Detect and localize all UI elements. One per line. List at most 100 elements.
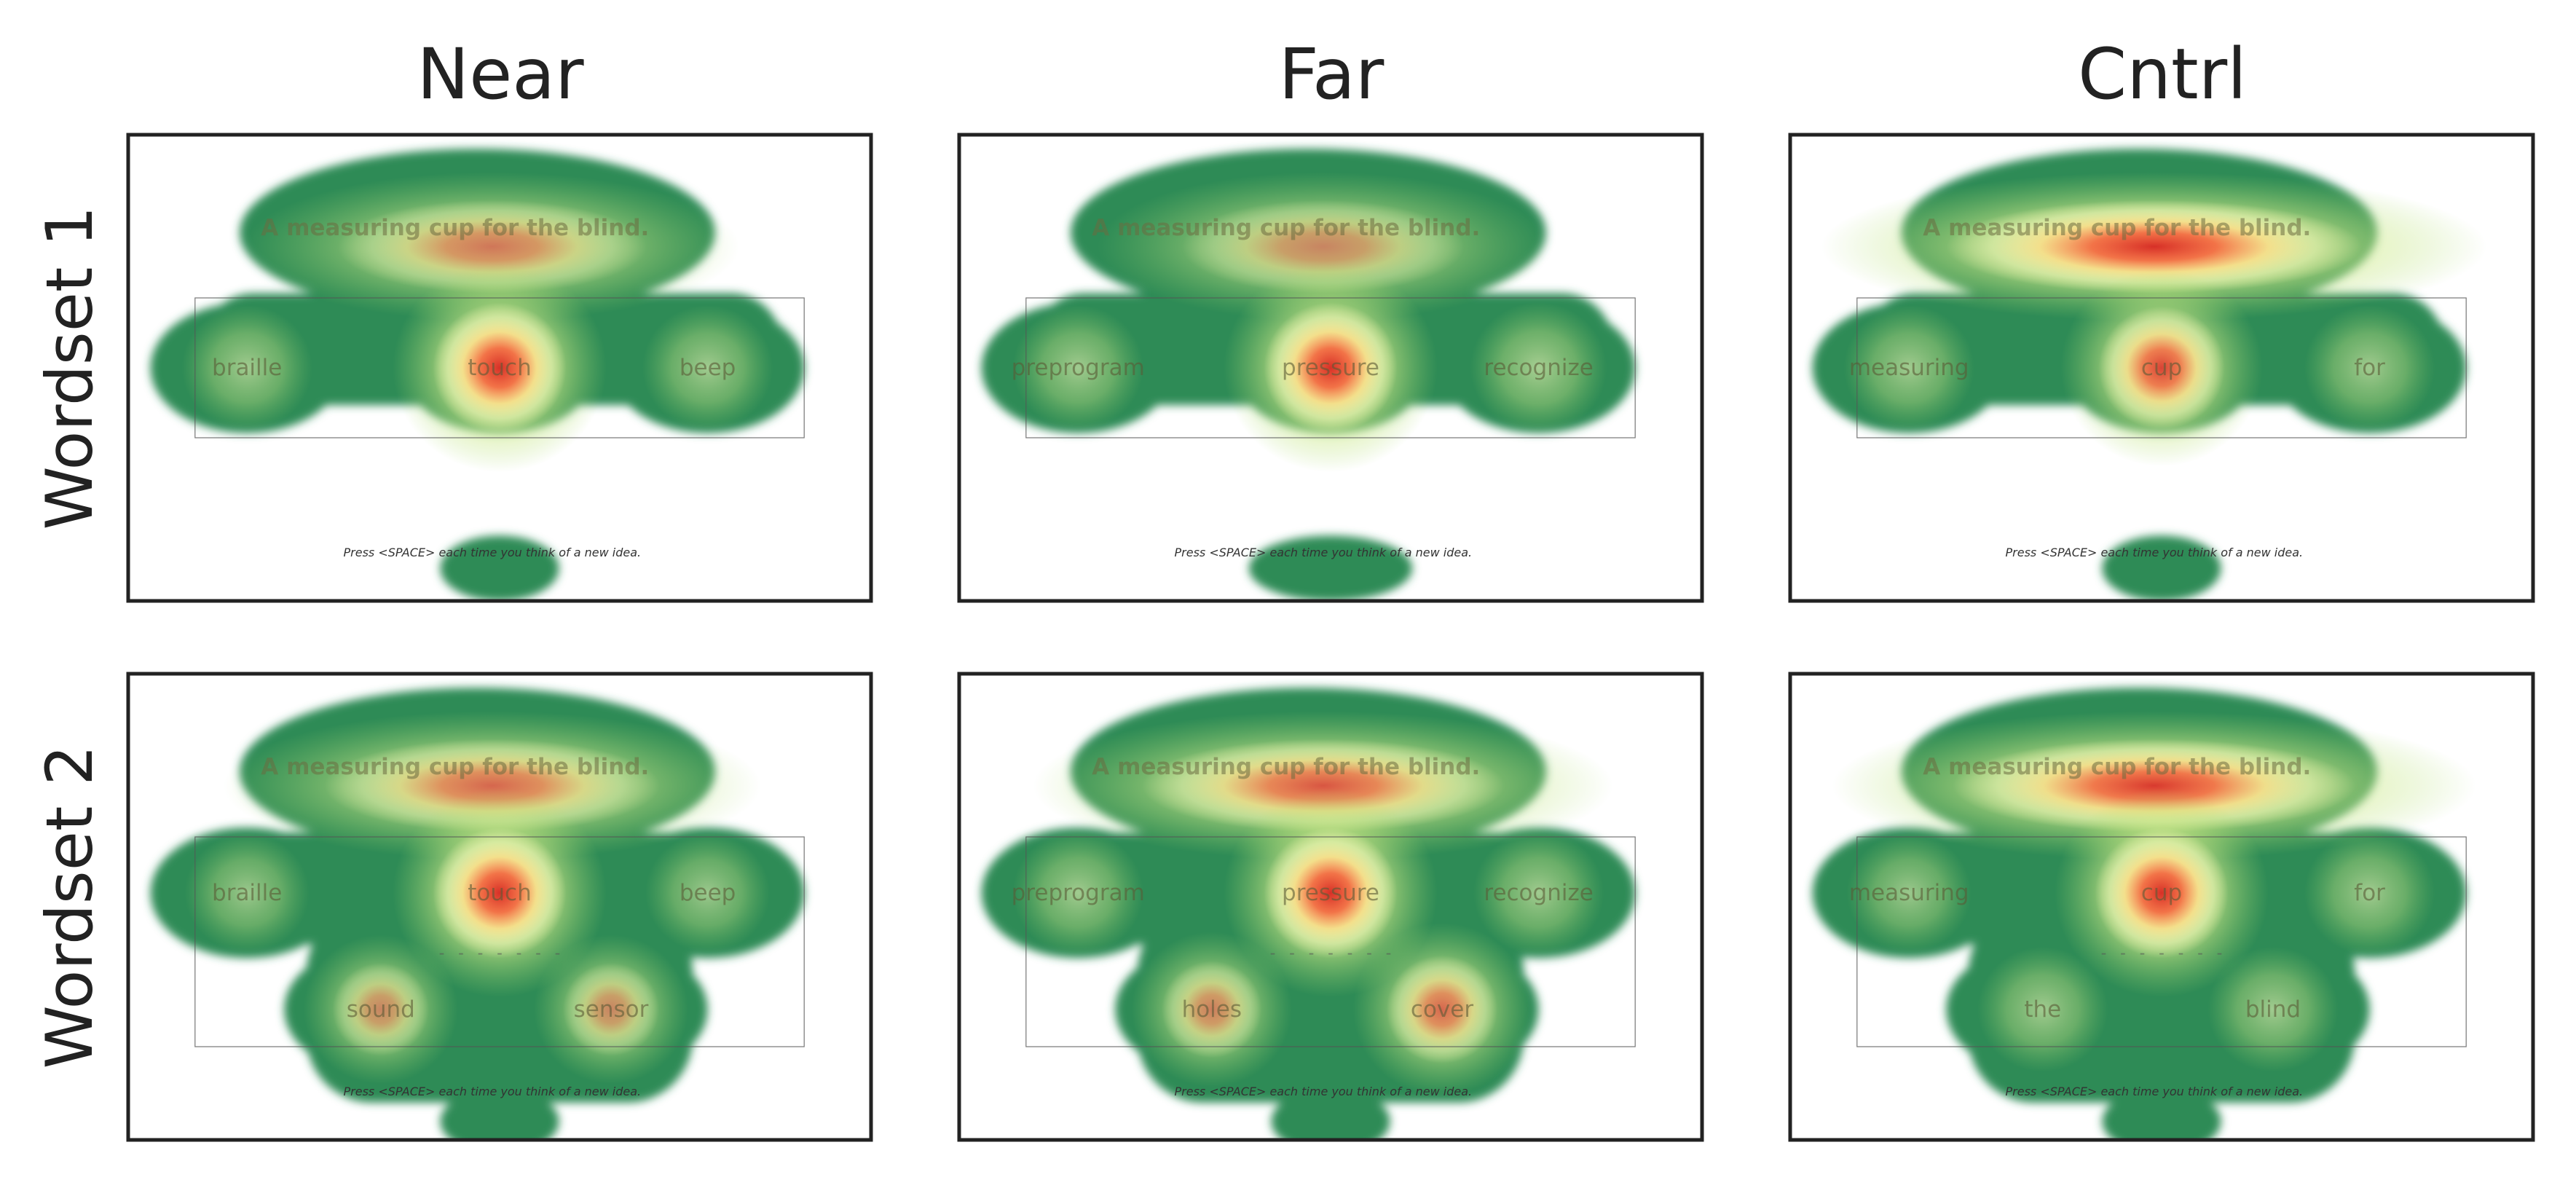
hotspot-glow-blind [2207, 946, 2339, 1072]
word-recognize: recognize [1484, 355, 1593, 381]
column-title-far: Far [1279, 34, 1384, 115]
word-braille: braille [212, 880, 282, 906]
hotspot-a-measuring-cup-for-the-blind [1182, 200, 1465, 294]
hotspot-a-measuring-cup-for-the-blind [337, 200, 647, 294]
word-preprogram: preprogram [1012, 355, 1145, 381]
panel-frame [1788, 672, 2535, 1142]
hotspot-glow-measuring [1846, 833, 1972, 953]
panel-wordset-2-near: A measuring cup for the blind. braille tou… [126, 672, 873, 1142]
word-the: the [2024, 996, 2061, 1023]
heat-blob [1812, 149, 2487, 601]
column-title-cntrl: Cntrl [2078, 34, 2247, 115]
word-cup: cup [2141, 355, 2182, 381]
word-touch: touch [468, 355, 531, 381]
word-region-box [194, 836, 805, 1047]
word-beep: beep [680, 355, 736, 381]
row-title-wordset-2: Wordset 2 [32, 745, 107, 1069]
hotspots [1012, 172, 1607, 473]
instruction-footer: Press <SPACE> each time you think of a n… [1175, 1085, 1473, 1098]
separator-dashes: - - - - - - - [2099, 944, 2224, 962]
hotspot-glow-the [1977, 946, 2108, 1072]
word-cover: cover [1411, 996, 1473, 1023]
word-measuring: measuring [1849, 355, 1969, 381]
column-title-near: Near [417, 34, 584, 115]
separator-dashes: - - - - - - - [437, 944, 562, 962]
panel-wordset-2-cntrl: A measuring cup for the blind. measuring c… [1788, 672, 2535, 1142]
hotspot-touch [433, 302, 567, 433]
heat-blob [981, 688, 1636, 1140]
panel-frame [126, 672, 873, 1142]
word-cup: cup [2141, 880, 2182, 906]
hotspot-glow-for [2304, 830, 2435, 956]
hotspot-holes [1161, 961, 1262, 1058]
word-holes: holes [1182, 996, 1242, 1023]
word-region-box [1856, 836, 2467, 1047]
word-sensor: sensor [574, 996, 649, 1023]
hotspot-glow-recognize [1473, 830, 1604, 956]
instruction-footer: Press <SPACE> each time you think of a n… [2006, 546, 2304, 559]
hotspot-cup [2098, 306, 2225, 430]
panel-frame [957, 133, 1704, 603]
hotspots [181, 172, 773, 473]
heat-blob [981, 149, 1636, 601]
word-pressure: pressure [1282, 355, 1379, 381]
panel-wordset-1-near: A measuring cup for the blind. braille tou… [126, 133, 873, 603]
panel-wordset-1-far: A measuring cup for the blind. preprogram… [957, 133, 1704, 603]
word-for: for [2354, 880, 2385, 906]
panels-layer: A measuring cup for the blind. braille tou… [126, 133, 2535, 1142]
hotspot-a-measuring-cup-for-the-blind [1953, 739, 2356, 833]
hotspot-a-measuring-cup-for-the-blind [324, 739, 661, 833]
hotspots [184, 711, 771, 1085]
stimulus-sentence: A measuring cup for the blind. [1092, 754, 1480, 780]
hotspots [1012, 711, 1614, 1096]
heat-blob [150, 688, 805, 1140]
stimulus-sentence: A measuring cup for the blind. [261, 215, 649, 241]
word-preprogram: preprogram [1012, 880, 1145, 906]
instruction-footer: Press <SPACE> each time you think of a n… [2006, 1085, 2304, 1098]
instruction-footer: Press <SPACE> each time you think of a n… [344, 1085, 642, 1098]
instruction-footer: Press <SPACE> each time you think of a n… [1175, 546, 1473, 559]
word-pressure: pressure [1282, 880, 1379, 906]
hotspot-sensor [562, 962, 660, 1056]
word-beep: beep [680, 880, 736, 906]
hotspot-glow-preprogram [1012, 830, 1143, 956]
separator-dashes: - - - - - - - [1268, 944, 1393, 962]
word-measuring: measuring [1849, 880, 1969, 906]
hotspot-pressure [1264, 302, 1398, 433]
word-for: for [2354, 355, 2385, 381]
hotspot-cup [2095, 827, 2229, 959]
stimulus-sentence: A measuring cup for the blind. [261, 754, 649, 780]
word-recognize: recognize [1484, 880, 1593, 906]
heat-blob [150, 149, 805, 601]
stimulus-sentence: A measuring cup for the blind. [1923, 754, 2311, 780]
row-title-wordset-1: Wordset 1 [32, 206, 107, 530]
hotspot-pressure [1264, 827, 1398, 959]
hotspot-a-measuring-cup-for-the-blind [1946, 200, 2363, 294]
hotspot-glow-beep [642, 304, 773, 431]
hotspot-glow-beep [645, 833, 771, 953]
word-touch: touch [468, 880, 531, 906]
word-region-box [1856, 297, 2467, 438]
word-sound: sound [347, 996, 415, 1023]
panel-wordset-1-cntrl: A measuring cup for the blind. measuring c… [1788, 133, 2535, 603]
hotspot-glow-recognize [1470, 302, 1607, 434]
hotspot-glow-braille [181, 304, 312, 431]
hotspot-glow-measuring [1843, 304, 1974, 431]
hotspot-glow-for [2304, 304, 2435, 431]
word-region-box [1025, 297, 1636, 438]
hotspot-glow-braille [184, 833, 310, 953]
hotspot-glow-preprogram [1012, 304, 1143, 431]
hotspot-cover [1386, 955, 1498, 1064]
panel-frame [1788, 133, 2535, 603]
word-region-box [1025, 836, 1636, 1047]
stimulus-sentence: A measuring cup for the blind. [1923, 215, 2311, 241]
word-region-box [194, 297, 805, 438]
heat-blob [1812, 688, 2477, 1140]
panel-wordset-2-far: A measuring cup for the blind. preprogram… [957, 672, 1704, 1142]
instruction-footer: Press <SPACE> each time you think of a n… [344, 546, 642, 559]
word-blind: blind [2245, 996, 2301, 1023]
panel-frame [126, 133, 873, 603]
hotspot-sound [332, 962, 430, 1056]
hotspot-touch [433, 827, 567, 959]
